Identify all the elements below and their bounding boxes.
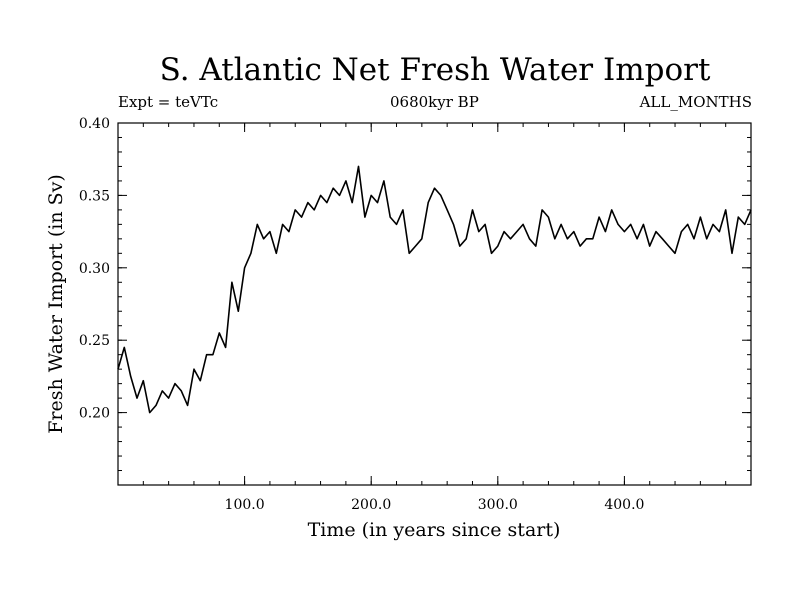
y-tick-label: 0.20 [79,406,110,422]
plot-frame [117,122,752,486]
axis-ticks: 0.20 0.25 0.30 0.35 0.40 100.0 200.0 300.0 400.0 [79,116,752,513]
chart-title: S. Atlantic Net Fresh Water Import [159,52,711,88]
y-axis-label: Fresh Water Import (in Sv) [45,174,67,434]
fresh-water-import-line [117,165,752,414]
plot-area: 0.20 0.25 0.30 0.35 0.40 100.0 200.0 300.0 400.0 [79,116,752,513]
y-tick-label: 0.25 [79,333,110,349]
y-tick-label: 0.40 [79,116,110,132]
y-tick-label: 0.35 [79,188,110,204]
x-tick-label: 400.0 [604,497,644,513]
x-tick-label: 100.0 [225,497,265,513]
period-label: 0680kyr BP [390,93,479,111]
x-tick-label: 200.0 [351,497,391,513]
months-label: ALL_MONTHS [639,93,752,111]
x-axis-label: Time (in years since start) [308,519,561,541]
y-tick-label: 0.30 [79,261,110,277]
experiment-label: Expt = teVTc [118,93,219,111]
x-tick-label: 300.0 [478,497,518,513]
